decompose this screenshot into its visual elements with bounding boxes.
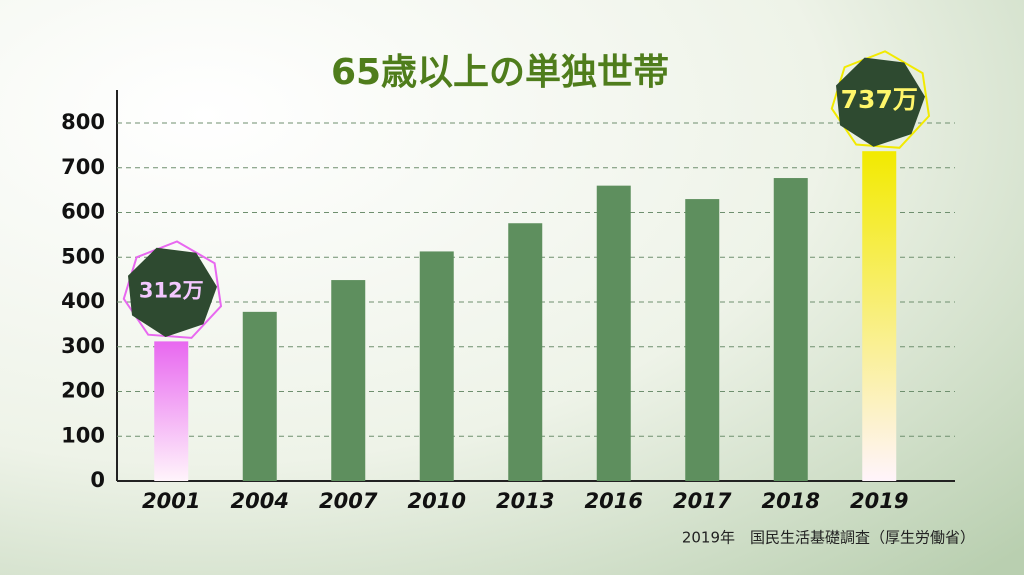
label-badge (836, 57, 925, 147)
y-tick-label: 100 (61, 423, 105, 447)
bar (685, 199, 720, 481)
y-tick-label: 400 (61, 289, 105, 313)
bar (862, 151, 897, 481)
chart-title: 65歳以上の単独世帯 (331, 52, 669, 93)
y-tick-label: 800 (61, 110, 105, 134)
y-tick-label: 600 (61, 200, 105, 224)
y-tick-label: 300 (61, 334, 105, 358)
bar (596, 185, 631, 481)
bar (508, 223, 543, 482)
x-tick-label: 2007 (319, 489, 378, 513)
bar (154, 341, 189, 481)
bar (242, 311, 277, 481)
x-tick-label: 2019 (850, 489, 908, 513)
y-tick-label: 500 (61, 244, 105, 268)
y-tick-label: 0 (90, 468, 105, 492)
bar (773, 178, 808, 482)
x-tick-label: 2004 (231, 489, 289, 513)
bar (419, 251, 454, 481)
y-tick-label: 200 (61, 379, 105, 403)
label-badge (128, 247, 217, 337)
x-tick-label: 2017 (673, 489, 732, 513)
x-tick-label: 2018 (762, 489, 820, 513)
x-tick-label: 2010 (408, 489, 466, 513)
y-tick-label: 700 (61, 155, 105, 179)
bar (331, 280, 366, 481)
value-label: 312万 (139, 278, 204, 302)
x-tick-label: 2001 (142, 489, 200, 513)
x-tick-label: 2016 (585, 489, 643, 513)
x-tick-label: 2013 (496, 489, 554, 513)
value-label: 737万 (841, 85, 918, 114)
source: 2019年 国民生活基礎調査（厚生労働省） (682, 529, 975, 547)
